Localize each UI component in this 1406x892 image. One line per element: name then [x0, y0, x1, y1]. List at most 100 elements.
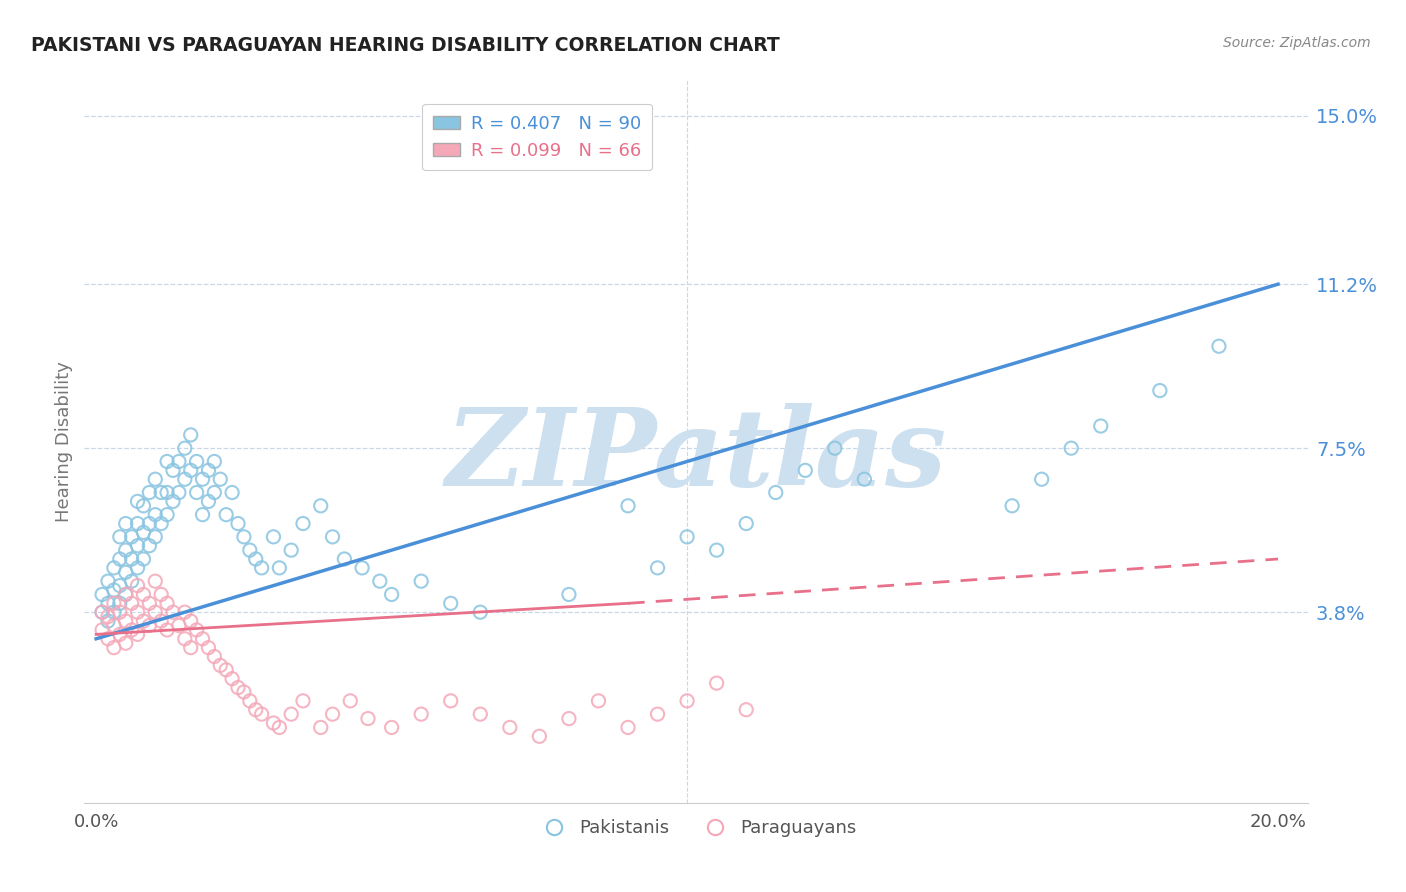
Point: [91, 623, 114, 637]
Point: [121, 574, 143, 589]
Point: [97, 609, 120, 624]
Point: [138, 539, 160, 553]
Point: [108, 627, 131, 641]
Point: [262, 716, 284, 731]
Point: [499, 721, 522, 735]
Point: [143, 574, 166, 589]
Point: [180, 463, 202, 477]
Point: [309, 499, 332, 513]
Point: [156, 623, 179, 637]
Point: [765, 485, 787, 500]
Point: [381, 587, 404, 601]
Point: [127, 605, 149, 619]
Point: [127, 539, 149, 553]
Point: [186, 485, 208, 500]
Point: [127, 561, 149, 575]
Point: [529, 729, 551, 743]
Point: [167, 454, 190, 468]
Point: [250, 707, 273, 722]
Point: [180, 614, 202, 628]
Point: [470, 707, 492, 722]
Point: [91, 587, 114, 601]
Point: [197, 463, 219, 477]
Point: [173, 472, 195, 486]
Point: [91, 605, 114, 619]
Point: [91, 605, 114, 619]
Point: [617, 721, 640, 735]
Point: [114, 516, 136, 531]
Point: [269, 721, 291, 735]
Point: [322, 530, 344, 544]
Point: [143, 508, 166, 522]
Point: [114, 566, 136, 580]
Point: [352, 561, 374, 575]
Point: [191, 472, 214, 486]
Point: [735, 703, 758, 717]
Point: [103, 561, 125, 575]
Point: [239, 694, 262, 708]
Point: [197, 494, 219, 508]
Point: [239, 543, 262, 558]
Point: [97, 632, 120, 646]
Point: [411, 707, 433, 722]
Point: [245, 552, 267, 566]
Point: [114, 587, 136, 601]
Point: [215, 663, 238, 677]
Point: [191, 508, 214, 522]
Point: [150, 516, 173, 531]
Point: [156, 508, 179, 522]
Point: [1090, 419, 1112, 434]
Point: [209, 658, 232, 673]
Point: [138, 516, 160, 531]
Point: [143, 530, 166, 544]
Point: [103, 596, 125, 610]
Point: [853, 472, 876, 486]
Point: [167, 618, 190, 632]
Point: [138, 596, 160, 610]
Point: [292, 694, 315, 708]
Point: [150, 614, 173, 628]
Point: [167, 485, 190, 500]
Point: [226, 516, 249, 531]
Point: [381, 721, 404, 735]
Point: [156, 596, 179, 610]
Point: [197, 640, 219, 655]
Point: [132, 525, 155, 540]
Point: [127, 627, 149, 641]
Point: [103, 640, 125, 655]
Point: [162, 494, 184, 508]
Point: [209, 472, 232, 486]
Point: [676, 694, 699, 708]
Point: [150, 485, 173, 500]
Text: ZIPatlas: ZIPatlas: [446, 403, 946, 509]
Point: [309, 721, 332, 735]
Point: [440, 694, 463, 708]
Point: [470, 605, 492, 619]
Point: [114, 636, 136, 650]
Point: [143, 472, 166, 486]
Point: [186, 623, 208, 637]
Point: [114, 587, 136, 601]
Point: [138, 485, 160, 500]
Point: [1060, 441, 1083, 455]
Point: [1208, 339, 1230, 353]
Point: [121, 596, 143, 610]
Point: [138, 618, 160, 632]
Point: [180, 428, 202, 442]
Point: [322, 707, 344, 722]
Point: [114, 614, 136, 628]
Point: [676, 530, 699, 544]
Point: [202, 649, 225, 664]
Point: [108, 605, 131, 619]
Point: [186, 454, 208, 468]
Point: [156, 454, 179, 468]
Text: Source: ZipAtlas.com: Source: ZipAtlas.com: [1223, 36, 1371, 50]
Point: [103, 605, 125, 619]
Point: [127, 494, 149, 508]
Point: [132, 552, 155, 566]
Point: [97, 574, 120, 589]
Point: [647, 561, 669, 575]
Point: [180, 640, 202, 655]
Point: [114, 543, 136, 558]
Point: [232, 530, 254, 544]
